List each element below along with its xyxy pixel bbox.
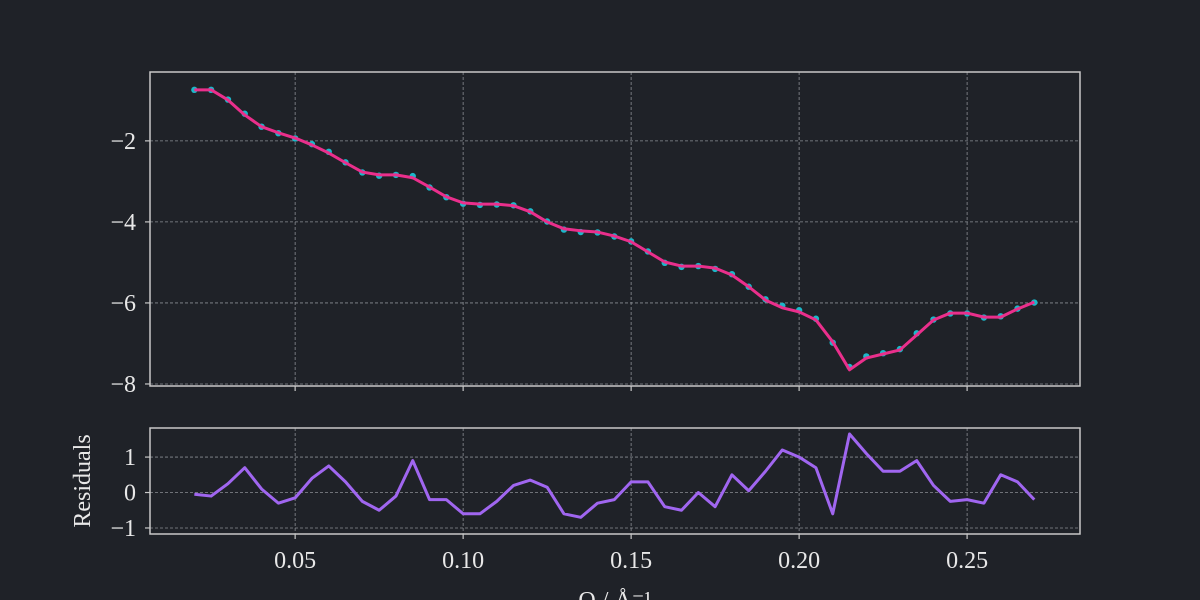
y-tick-label: −2 — [110, 129, 136, 155]
y-axis-label: Residuals — [70, 434, 96, 527]
x-axis-label: Q / Å⁻¹ — [578, 588, 651, 600]
y-tick-label: −8 — [110, 372, 136, 398]
x-tick-label: 0.05 — [274, 548, 316, 574]
axes-frame — [149, 71, 1081, 387]
plot-area — [194, 432, 1036, 519]
plot-area — [191, 86, 1038, 372]
data-line — [194, 88, 1035, 372]
axes-frame — [149, 427, 1081, 535]
y-tick-label: −1 — [110, 516, 136, 542]
y-tick-label: −6 — [110, 291, 136, 317]
x-tick-label: 0.25 — [946, 548, 988, 574]
data-point — [191, 86, 198, 94]
x-tick-label: 0.15 — [610, 548, 652, 574]
x-tick-label: 0.20 — [778, 548, 820, 574]
y-tick-label: −4 — [110, 210, 136, 236]
y-tick-label: 1 — [124, 445, 136, 471]
x-tick-label: 0.10 — [442, 548, 484, 574]
y-tick-label: 0 — [124, 481, 136, 507]
data-line — [194, 432, 1036, 519]
